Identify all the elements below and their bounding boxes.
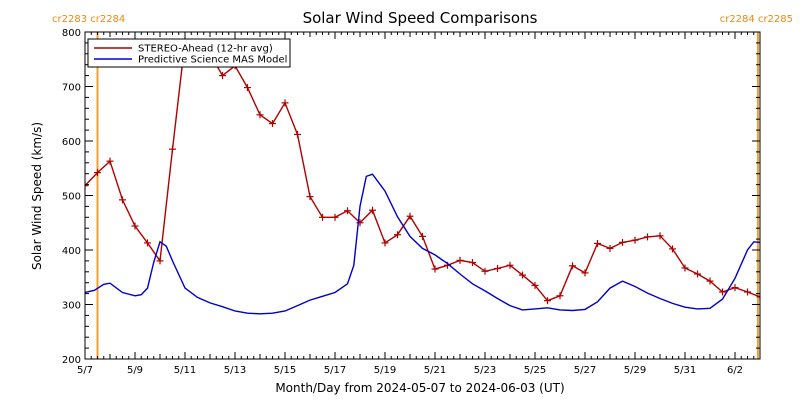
data-point <box>694 270 701 278</box>
data-point <box>756 293 760 301</box>
data-point <box>219 72 226 80</box>
data-point <box>594 239 601 247</box>
data-point <box>319 213 326 221</box>
data-point <box>106 157 114 165</box>
x-tick-label: 5/29 <box>624 365 646 376</box>
y-tick-label: 300 <box>62 301 81 312</box>
x-tick-label: 5/19 <box>374 365 396 376</box>
data-point <box>531 281 539 289</box>
x-tick-label: 5/21 <box>424 365 446 376</box>
y-tick-label: 400 <box>62 246 81 257</box>
x-tick-label: 5/25 <box>524 365 546 376</box>
data-point <box>681 264 689 272</box>
y-axis-label: Solar Wind Speed (km/s) <box>30 122 44 270</box>
y-tick-label: 500 <box>62 192 81 203</box>
y-tick-label: 200 <box>62 355 81 366</box>
y-tick-label: 600 <box>62 137 81 148</box>
data-point <box>656 232 664 240</box>
data-point <box>344 207 351 215</box>
legend-label-model: Predictive Science MAS Model <box>138 55 287 66</box>
data-point <box>144 239 151 247</box>
x-tick-label: 5/9 <box>127 365 143 376</box>
data-point <box>744 288 751 296</box>
series-layer <box>85 38 776 315</box>
x-tick-label: 5/31 <box>674 365 696 376</box>
data-point <box>431 265 439 273</box>
data-point <box>331 213 339 221</box>
series-line <box>85 173 760 315</box>
x-tick-label: 5/13 <box>224 365 246 376</box>
x-tick-label: 5/15 <box>274 365 296 376</box>
data-point <box>456 256 464 264</box>
data-point <box>494 265 501 273</box>
series-1 <box>85 173 760 315</box>
data-point <box>119 196 126 204</box>
data-point <box>706 277 714 285</box>
x-tick-label: 6/2 <box>727 365 743 376</box>
legend: STEREO-Ahead (12-hr avg) Predictive Scie… <box>87 38 291 68</box>
x-axis-label: Month/Day from 2024-05-07 to 2024-06-03 … <box>275 381 564 395</box>
data-point <box>394 231 401 239</box>
data-point <box>306 193 314 201</box>
data-point <box>269 120 276 128</box>
data-point <box>481 267 489 275</box>
data-point <box>281 99 289 107</box>
data-point <box>581 269 589 277</box>
carrington-label-right: cr2284 cr2285 <box>720 14 793 25</box>
data-point <box>506 261 514 269</box>
data-point <box>294 130 301 138</box>
data-point <box>94 169 101 177</box>
data-point <box>644 233 651 241</box>
data-point <box>719 288 726 296</box>
data-point <box>669 245 676 253</box>
data-point <box>769 291 776 298</box>
data-point <box>631 236 639 244</box>
legend-box <box>87 38 291 68</box>
data-point <box>381 239 389 247</box>
x-tick-label: 5/7 <box>77 365 93 376</box>
data-point <box>569 262 576 270</box>
data-point <box>556 292 564 300</box>
plot-area <box>84 31 761 360</box>
x-tick-label: 5/23 <box>474 365 496 376</box>
data-point <box>244 84 251 92</box>
y-axis: 200 300 400 500 600 700 800 <box>62 28 760 366</box>
carrington-label-left: cr2283 cr2284 <box>52 14 125 25</box>
data-point <box>519 271 526 279</box>
chart-title: Solar Wind Speed Comparisons <box>303 9 538 27</box>
x-tick-label: 5/27 <box>574 365 596 376</box>
data-point <box>731 284 739 292</box>
series-line <box>85 40 760 302</box>
data-point <box>544 297 551 305</box>
carrington-markers <box>96 32 759 359</box>
y-tick-label: 700 <box>62 83 81 94</box>
data-point <box>369 206 376 214</box>
x-axis: 5/7 5/9 5/11 5/13 5/15 5/17 5/19 5/21 5/23 5/25 5/… <box>77 32 761 376</box>
data-point <box>169 145 176 153</box>
data-point <box>406 212 414 220</box>
data-point <box>85 182 89 190</box>
x-tick-label: 5/11 <box>174 365 196 376</box>
data-point <box>469 259 476 267</box>
x-tick-label: 5/17 <box>324 365 346 376</box>
data-point <box>419 232 426 240</box>
series-0 <box>85 38 776 305</box>
data-point <box>156 257 164 265</box>
data-point <box>619 238 626 246</box>
data-point <box>131 222 139 230</box>
y-tick-label: 800 <box>62 28 81 39</box>
data-point <box>606 244 614 252</box>
data-point <box>256 111 264 119</box>
legend-label-stereo: STEREO-Ahead (12-hr avg) <box>138 44 273 55</box>
